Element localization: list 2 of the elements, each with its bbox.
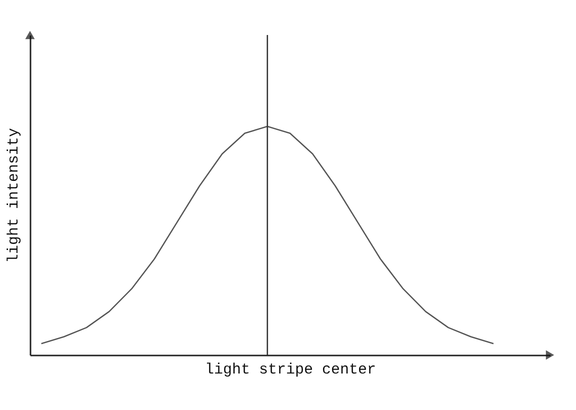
y-axis-title: light intensity bbox=[6, 128, 22, 264]
x-axis-title: light stripe center bbox=[204, 362, 376, 378]
